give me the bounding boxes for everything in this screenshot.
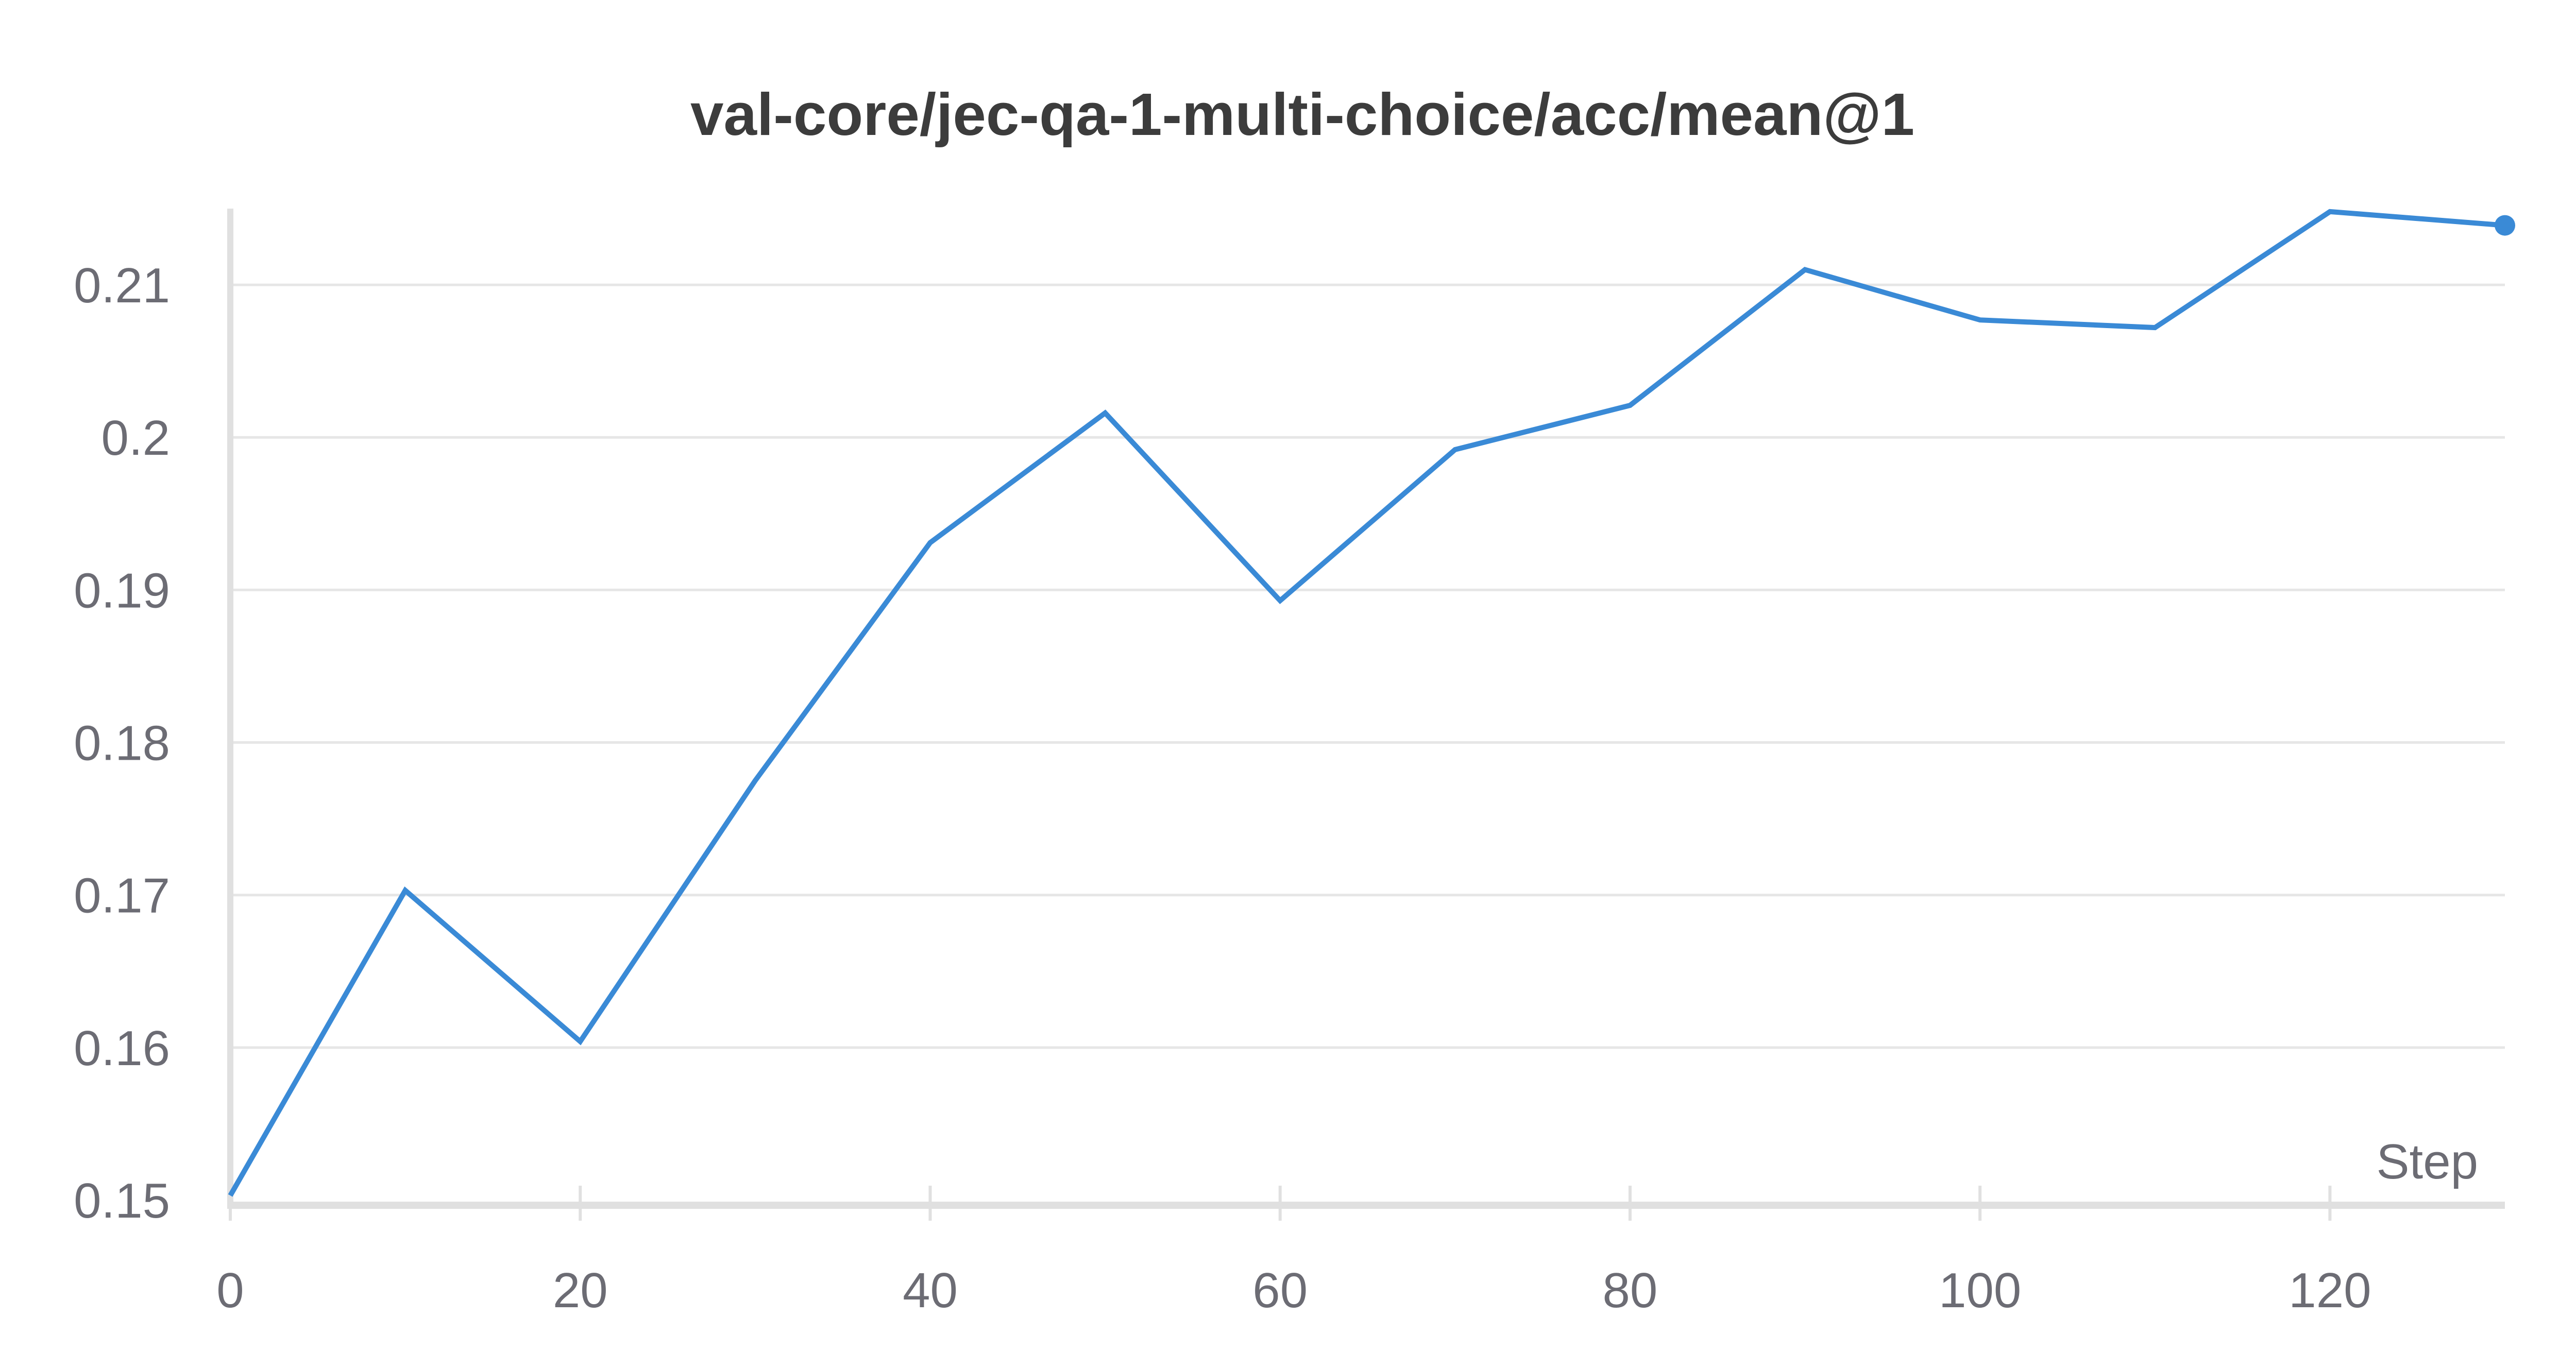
- x-tick-label: 60: [1252, 1263, 1308, 1318]
- y-tick-label: 0.16: [74, 1021, 170, 1076]
- chart-title: val-core/jec-qa-1-multi-choice/acc/mean@…: [690, 81, 1914, 148]
- x-tick-label: 100: [1939, 1263, 2021, 1318]
- y-tick-label: 0.21: [74, 258, 170, 313]
- x-tick-label: 120: [2289, 1263, 2371, 1318]
- y-tick-label: 0.2: [101, 411, 170, 466]
- x-axis-label: Step: [2377, 1134, 2478, 1189]
- gridlines: [230, 283, 2505, 1049]
- series-line: [228, 209, 2505, 1197]
- y-tick-label: 0.15: [74, 1173, 170, 1228]
- y-tick-label: 0.18: [74, 716, 170, 771]
- x-tick-label: 20: [553, 1263, 608, 1318]
- series-layer: [228, 209, 2515, 1197]
- series-endpoint: [2495, 215, 2515, 236]
- y-tick-label: 0.19: [74, 563, 170, 618]
- x-tick-label: 0: [216, 1263, 244, 1318]
- x-tick-label: 80: [1603, 1263, 1658, 1318]
- axes: [227, 209, 2505, 1221]
- x-tick-label: 40: [903, 1263, 958, 1318]
- y-tick-label: 0.17: [74, 868, 170, 924]
- tick-labels: 0.15 0.16 0.17 0.18 0.19 0.2 0.21 0 20 40 60 80 100 1…: [74, 258, 2371, 1318]
